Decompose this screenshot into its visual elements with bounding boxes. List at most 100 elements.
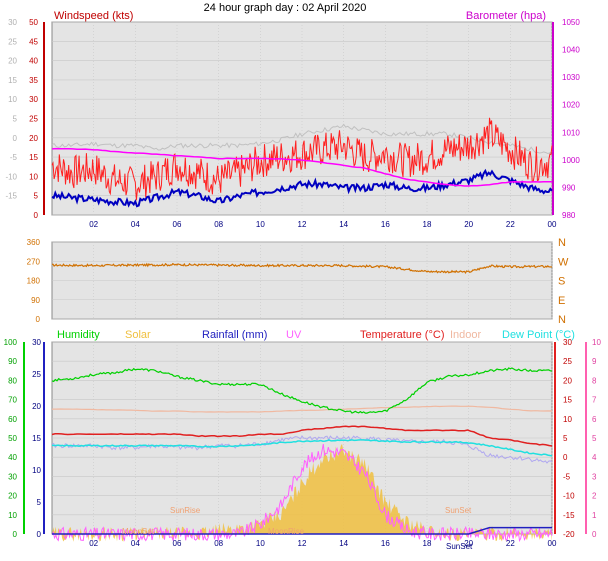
windspeed-tick-label: 50 xyxy=(29,18,38,27)
legend-indoor: Indoor xyxy=(450,329,482,341)
barometer-tick-label: 1000 xyxy=(562,156,580,165)
time-tick-label: 20 xyxy=(464,539,473,548)
direction-degree-ticks: 0 90 180 270 360 xyxy=(27,238,41,324)
direction-tick-label: 360 xyxy=(27,238,41,247)
windspeed-tick-label: 15 xyxy=(29,153,38,162)
windspeed-tick-label: 0 xyxy=(34,211,39,220)
wind-baro-panel: Windspeed (kts) Barometer (hpa) 0 5 10 15 20… xyxy=(5,10,580,229)
temperature-axis-ticks: -20 -15 -10 -5 0 5 10 15 20 25 30 xyxy=(554,338,575,539)
uv-tick-label: 8 xyxy=(592,376,597,385)
humidity-tick-label: 70 xyxy=(8,396,17,405)
uv-tick-label: 6 xyxy=(592,415,597,424)
uv-tick-label: 2 xyxy=(592,492,597,501)
legend-temperature: Temperature (°C) xyxy=(360,329,444,341)
average-wind-line xyxy=(51,168,553,208)
temp-humidity-panel: Humidity Solar Rainfall (mm) UV Temperature … xyxy=(4,329,602,551)
compass-tick-label: N xyxy=(558,314,566,326)
graph-title: 24 hour graph day : 02 April 2020 xyxy=(204,2,367,14)
wind-direction-grid xyxy=(52,241,553,320)
time-tick-label: 18 xyxy=(423,220,432,229)
time-tick-label: 08 xyxy=(214,539,223,548)
windspeed-axis-ticks: 0 5 10 15 20 25 30 35 40 45 50 xyxy=(29,18,45,220)
time-tick-label: 10 xyxy=(256,539,265,548)
windspeed-tick-label: 40 xyxy=(29,57,38,66)
uv-tick-label: 4 xyxy=(592,453,597,462)
legend-uv: UV xyxy=(286,329,302,341)
temperature-tick-label: -15 xyxy=(563,511,575,520)
humidity-tick-label: 0 xyxy=(13,530,18,539)
temperature-tick-label: -20 xyxy=(563,530,575,539)
windspeed-tick-label: 5 xyxy=(34,192,39,201)
legend-humidity: Humidity xyxy=(57,329,100,341)
annotation-label: MoonRise xyxy=(268,527,305,536)
outer-scale-ticks: -15 -10 -5 0 5 10 15 20 25 30 xyxy=(5,18,17,201)
indoor-temp-line xyxy=(52,405,553,413)
time-tick-label: 22 xyxy=(506,539,515,548)
compass-tick-label: N xyxy=(558,237,566,249)
time-tick-label: 08 xyxy=(214,220,223,229)
temperature-tick-label: 20 xyxy=(563,376,572,385)
humidity-tick-label: 50 xyxy=(8,434,17,443)
direction-tick-label: 90 xyxy=(31,296,40,305)
rainfall-line xyxy=(52,526,552,535)
direction-tick-label: 270 xyxy=(27,257,41,266)
outer-scale-tick-label: -10 xyxy=(5,172,17,181)
temperature-tick-label: 15 xyxy=(563,396,572,405)
barometer-axis-label: Barometer (hpa) xyxy=(466,10,546,22)
time-tick-label: 06 xyxy=(173,220,182,229)
temperature-tick-label: 25 xyxy=(563,357,572,366)
temperature-tick-label: 0 xyxy=(563,453,568,462)
uv-tick-label: 5 xyxy=(592,434,597,443)
direction-tick-label: 0 xyxy=(36,315,41,324)
outer-scale-tick-label: -5 xyxy=(10,153,18,162)
time-tick-label: 12 xyxy=(298,220,307,229)
legend-dewpoint: Dew Point (°C) xyxy=(502,329,575,341)
rainfall-tick-label: 25 xyxy=(32,370,41,379)
time-tick-label: 14 xyxy=(339,220,348,229)
windspeed-tick-label: 35 xyxy=(29,76,38,85)
humidity-axis-ticks: 0 10 20 30 40 50 60 70 80 90 100 xyxy=(4,338,25,539)
temp-time-axis: 02 04 06 08 10 12 14 16 18 20 22 00 xyxy=(89,539,557,548)
legend-rainfall: Rainfall (mm) xyxy=(202,329,267,341)
time-tick-label: 04 xyxy=(131,220,140,229)
barometer-tick-label: 990 xyxy=(562,183,576,192)
outer-scale-tick-label: 15 xyxy=(8,76,17,85)
sun-moon-annotations: SunRise SunSet MoonSet MoonRise SunSet xyxy=(122,506,473,551)
annotation-label: SunSet xyxy=(445,506,472,515)
uv-tick-label: 7 xyxy=(592,396,597,405)
outer-scale-tick-label: 20 xyxy=(8,57,17,66)
rainfall-tick-label: 20 xyxy=(32,402,41,411)
outer-scale-tick-label: -15 xyxy=(5,192,17,201)
wind-time-axis: 02 04 06 08 10 12 14 16 18 20 22 00 xyxy=(89,220,557,229)
windspeed-tick-label: 10 xyxy=(29,172,38,181)
temperature-tick-label: 5 xyxy=(563,434,568,443)
humidity-tick-label: 60 xyxy=(8,415,17,424)
time-tick-label: 14 xyxy=(339,539,348,548)
feels-like-line xyxy=(51,435,553,464)
uv-tick-label: 1 xyxy=(592,511,597,520)
temp-humidity-legend: Humidity Solar Rainfall (mm) UV Temperature … xyxy=(57,329,575,341)
rainfall-tick-label: 30 xyxy=(32,338,41,347)
time-tick-label: 22 xyxy=(506,220,515,229)
rainfall-tick-label: 5 xyxy=(37,498,42,507)
compass-tick-label: S xyxy=(558,276,565,288)
annotation-label: SunRise xyxy=(170,506,201,515)
temperature-line xyxy=(51,425,553,447)
humidity-tick-label: 90 xyxy=(8,357,17,366)
compass-tick-label: W xyxy=(558,256,569,268)
time-tick-label: 20 xyxy=(464,220,473,229)
wind-direction-series xyxy=(51,262,553,275)
time-tick-label: 04 xyxy=(131,539,140,548)
time-tick-label: 06 xyxy=(173,539,182,548)
outer-scale-tick-label: 30 xyxy=(8,18,17,27)
barometer-tick-label: 1040 xyxy=(562,46,580,55)
uv-tick-label: 0 xyxy=(592,530,597,539)
barometer-tick-label: 1030 xyxy=(562,73,580,82)
time-tick-label: 02 xyxy=(89,539,98,548)
rainfall-tick-label: 0 xyxy=(37,530,42,539)
time-tick-label: 18 xyxy=(423,539,432,548)
barometer-tick-label: 1010 xyxy=(562,128,580,137)
direction-tick-label: 180 xyxy=(27,277,41,286)
